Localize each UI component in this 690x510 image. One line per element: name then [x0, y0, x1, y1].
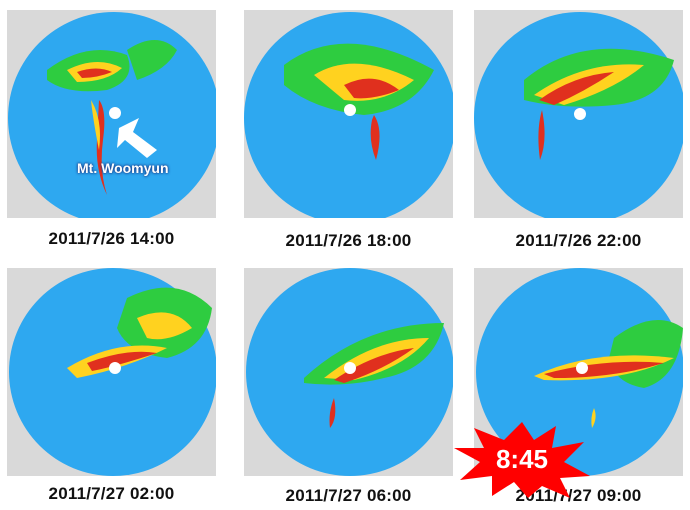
highlight-burst — [454, 422, 590, 498]
radar-panel-5 — [244, 268, 453, 476]
radar-panel-3 — [474, 10, 683, 218]
radar-panel-4 — [7, 268, 216, 476]
caption-1: 2011/7/26 14:00 — [48, 229, 175, 248]
radar-image-2 — [244, 12, 453, 218]
highlight-time: 8:45 — [495, 444, 549, 474]
radar-panel-1: Mt. Woomyun — [7, 10, 216, 218]
radar-panel-6 — [474, 268, 683, 476]
radar-image-4 — [9, 268, 216, 476]
radar-panel-2 — [244, 10, 453, 218]
caption-5: 2011/7/27 06:00 — [285, 486, 412, 505]
radar-image-5 — [246, 268, 453, 476]
caption-4: 2011/7/27 02:00 — [48, 484, 175, 503]
radar-image-1 — [8, 12, 216, 218]
radar-image-6 — [476, 268, 683, 476]
caption-2: 2011/7/26 18:00 — [285, 231, 412, 250]
caption-3: 2011/7/26 22:00 — [515, 231, 642, 250]
mt-woomyun-label: Mt. Woomyun — [77, 160, 169, 176]
radar-image-3 — [474, 12, 683, 218]
caption-6: 2011/7/27 09:00 — [515, 486, 642, 505]
